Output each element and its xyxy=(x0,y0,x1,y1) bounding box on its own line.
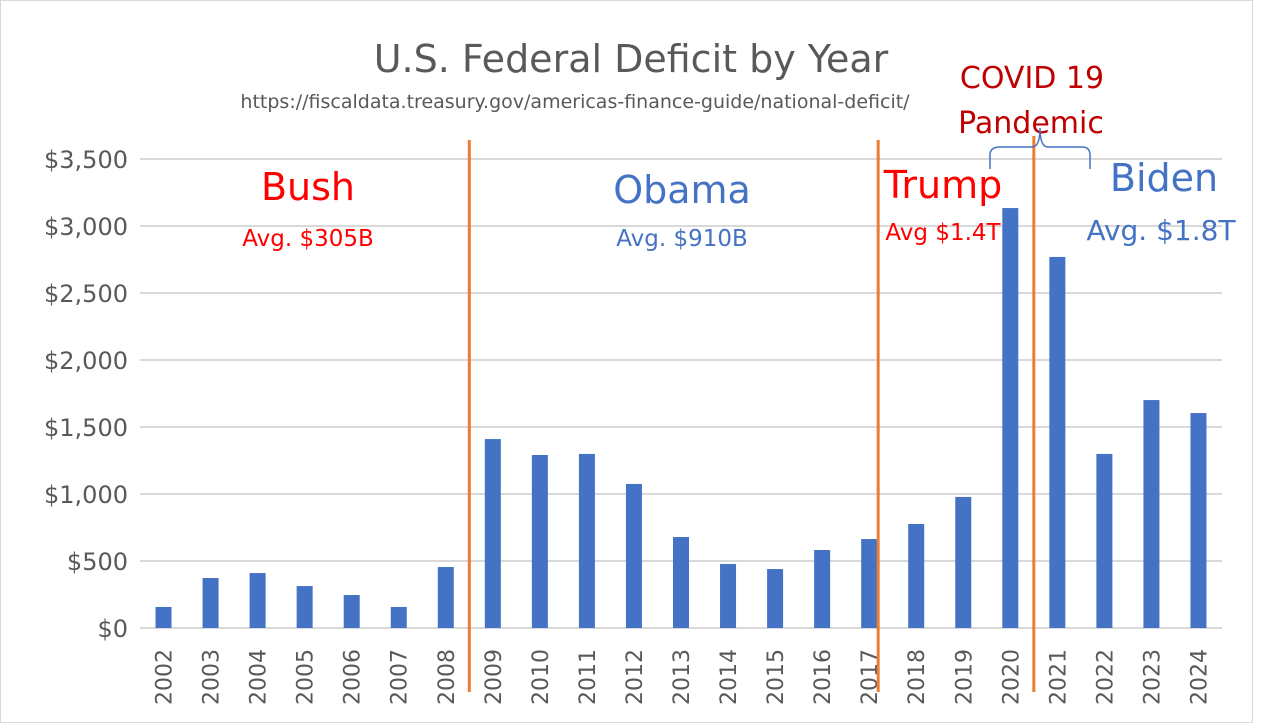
bar-2024 xyxy=(1190,413,1207,628)
bar-2010 xyxy=(531,455,548,628)
x-tick-label: 2011 xyxy=(576,649,601,705)
bar-2009 xyxy=(484,439,501,628)
x-tick-label: 2007 xyxy=(388,649,413,705)
average-label-bush: Avg. $305B xyxy=(242,226,374,252)
x-tick-label: 2012 xyxy=(623,649,648,705)
x-tick-label: 2023 xyxy=(1140,649,1165,705)
x-tick-label: 2020 xyxy=(999,649,1024,705)
covid-label-line1: COVID 19 xyxy=(960,61,1104,96)
y-tick-label: $1,000 xyxy=(44,481,128,509)
bar-2004 xyxy=(249,573,266,628)
x-tick-label: 2006 xyxy=(341,649,366,705)
y-tick-label: $2,000 xyxy=(44,347,128,375)
y-tick-label: $2,500 xyxy=(44,280,128,308)
bar-2016 xyxy=(814,550,831,628)
average-label-obama: Avg. $910B xyxy=(616,226,748,252)
y-tick-label: $3,000 xyxy=(44,213,128,241)
x-tick-label: 2013 xyxy=(670,649,695,705)
x-tick-label: 2021 xyxy=(1046,649,1071,705)
bar-2015 xyxy=(767,569,784,628)
x-tick-label: 2008 xyxy=(435,649,460,705)
x-tick-label: 2015 xyxy=(764,649,789,705)
y-tick-label: $3,500 xyxy=(44,146,128,174)
x-tick-label: 2024 xyxy=(1187,649,1212,705)
bar-2002 xyxy=(155,606,172,628)
x-tick-label: 2009 xyxy=(482,649,507,705)
x-tick-label: 2019 xyxy=(952,649,977,705)
bar-2022 xyxy=(1096,453,1113,628)
president-label-bush: Bush xyxy=(261,165,355,209)
bar-2019 xyxy=(955,496,972,628)
bar-2012 xyxy=(625,483,642,628)
y-tick-label: $1,500 xyxy=(44,414,128,442)
covid-brace xyxy=(989,127,1091,169)
bar-2011 xyxy=(578,453,595,628)
bar-2013 xyxy=(673,537,689,628)
y-tick-label: $0 xyxy=(97,615,128,643)
x-tick-label: 2002 xyxy=(153,649,178,705)
x-tick-label: 2005 xyxy=(294,649,319,705)
bar-2014 xyxy=(720,563,737,628)
bar-2006 xyxy=(343,595,360,628)
bar-2018 xyxy=(908,524,925,628)
x-tick-label: 2018 xyxy=(905,649,930,705)
bar-2008 xyxy=(437,567,454,628)
bar-2007 xyxy=(390,606,407,628)
y-tick-label: $500 xyxy=(67,548,128,576)
bar-2023 xyxy=(1143,400,1160,628)
x-tick-label: 2004 xyxy=(247,649,272,705)
x-tick-label: 2014 xyxy=(717,649,742,705)
president-label-biden: Biden xyxy=(1110,156,1218,200)
x-tick-label: 2003 xyxy=(200,649,225,705)
president-label-obama: Obama xyxy=(613,168,751,212)
covid-label-line2: Pandemic xyxy=(958,106,1104,141)
chart-title: U.S. Federal Deficit by Year xyxy=(374,37,889,81)
x-tick-label: 2022 xyxy=(1093,649,1118,705)
bar-2005 xyxy=(296,586,313,628)
chart-subtitle: https://fiscaldata.treasury.gov/americas… xyxy=(240,91,910,113)
president-label-trump: Trump xyxy=(883,163,1002,207)
average-label-biden: Avg. $1.8T xyxy=(1086,214,1236,247)
x-tick-label: 2010 xyxy=(529,649,554,705)
bar-2020 xyxy=(1002,208,1019,628)
bar-2017 xyxy=(861,539,878,628)
x-tick-label: 2016 xyxy=(811,649,836,705)
bar-2003 xyxy=(202,578,219,628)
average-label-trump: Avg $1.4T xyxy=(885,220,1001,246)
bar-2021 xyxy=(1049,256,1066,628)
